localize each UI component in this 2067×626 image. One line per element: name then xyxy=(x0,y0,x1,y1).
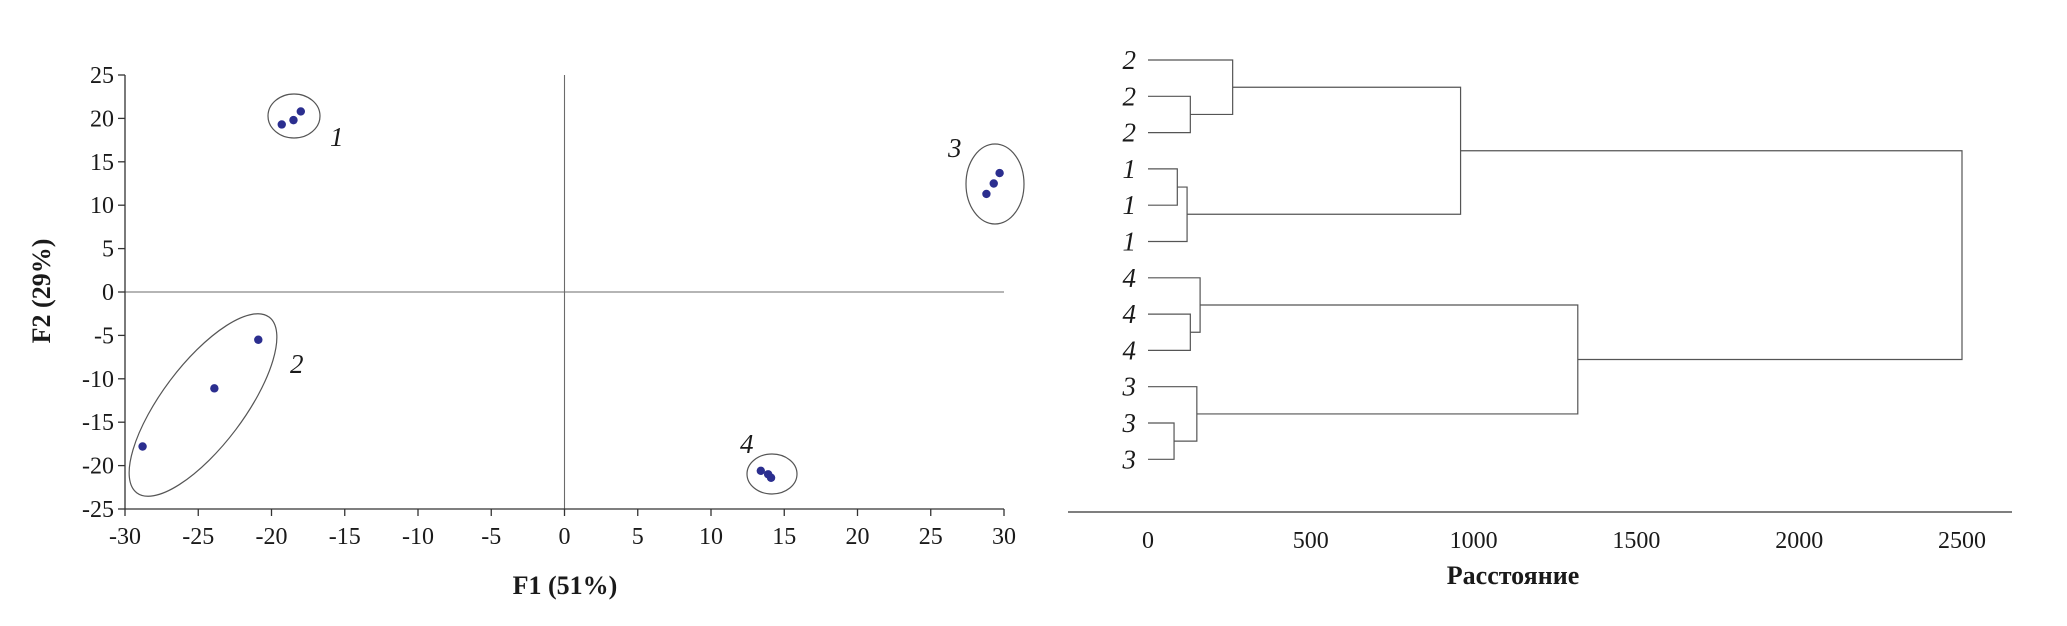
data-point xyxy=(210,384,219,393)
data-point xyxy=(289,115,298,125)
x-tick-label: -15 xyxy=(329,524,361,550)
y-tick-label: 20 xyxy=(90,106,114,132)
dendrogram-link xyxy=(1148,422,1175,460)
y-axis-title: F2 (29%) xyxy=(27,239,56,344)
leaf-label: 4 xyxy=(1123,335,1137,365)
leaf-label: 4 xyxy=(1123,299,1137,329)
distance-axis-title: Расстояние xyxy=(1447,561,1579,590)
distance-tick-label: 500 xyxy=(1293,528,1329,554)
data-point xyxy=(989,179,998,188)
x-tick-label: -30 xyxy=(109,524,141,550)
x-tick-label: 5 xyxy=(632,524,644,550)
cluster-ellipses xyxy=(128,93,1025,497)
cluster-label-4: 4 xyxy=(740,429,754,459)
distance-tick-label: 0 xyxy=(1142,528,1154,554)
distance-tick-labels: 0 500 1000 1500 2000 2500 xyxy=(1142,528,1986,554)
data-point xyxy=(756,466,766,476)
data-point xyxy=(138,442,147,451)
leaf-label: 1 xyxy=(1123,227,1137,257)
cluster-label-3: 3 xyxy=(947,133,962,163)
x-tick-label: -5 xyxy=(481,524,501,550)
distance-tick-label: 1000 xyxy=(1450,528,1498,554)
x-tick-label: 25 xyxy=(919,524,943,550)
x-tick-label: 30 xyxy=(992,524,1016,550)
dendrogram-link xyxy=(1196,304,1579,415)
leaf-label: 3 xyxy=(1122,372,1137,402)
y-tick-label: 25 xyxy=(90,63,114,89)
data-point xyxy=(296,107,305,116)
dendrogram-panel: 2 2 2 1 1 1 4 4 4 3 3 3 0 500 1000 1500 2000 2500 Рассто… xyxy=(1068,45,2012,590)
leaf-label: 2 xyxy=(1123,45,1137,75)
data-point xyxy=(995,168,1004,178)
y-tick-label: -10 xyxy=(82,367,114,393)
leaf-label: 3 xyxy=(1122,408,1137,438)
cluster-ellipse-3 xyxy=(965,143,1025,225)
y-tick-label: 0 xyxy=(102,280,114,306)
dendrogram-link xyxy=(1148,186,1188,243)
dendrogram-link xyxy=(1187,86,1462,215)
y-tick-labels: 25 20 15 10 5 0 -5 -10 -15 -20 -25 xyxy=(82,63,114,523)
x-tick-label: -10 xyxy=(402,524,434,550)
y-tick-label: -20 xyxy=(82,454,114,480)
dendrogram-link xyxy=(1148,386,1198,442)
y-tick-label: -15 xyxy=(82,410,114,436)
leaf-label: 1 xyxy=(1123,154,1137,184)
data-point xyxy=(254,335,263,344)
x-tick-label: 20 xyxy=(846,524,870,550)
leaf-label: 3 xyxy=(1122,444,1137,474)
leaf-label: 1 xyxy=(1123,190,1137,220)
x-tick-labels: -30 -25 -20 -15 -10 -5 0 5 10 15 20 25 30 xyxy=(109,524,1016,550)
x-tick-label: 10 xyxy=(699,524,723,550)
distance-tick-label: 2000 xyxy=(1775,528,1823,554)
dendrogram-link xyxy=(1148,313,1191,351)
distance-tick-label: 2500 xyxy=(1938,528,1986,554)
dendrogram-links xyxy=(1148,59,1963,460)
y-tick-label: 10 xyxy=(90,193,114,219)
x-tick-label: -25 xyxy=(182,524,214,550)
cluster-labels: 1 2 3 4 xyxy=(290,122,962,459)
leaf-labels: 2 2 2 1 1 1 4 4 4 3 3 3 xyxy=(1122,45,1137,474)
scatter-panel: -30 -25 -20 -15 -10 -5 0 5 10 15 20 25 30 2520151050… xyxy=(27,63,1025,600)
x-tick-label: 0 xyxy=(559,524,571,550)
y-tick-label: 15 xyxy=(90,150,114,176)
cluster-label-1: 1 xyxy=(330,122,344,152)
y-tick-label: 5 xyxy=(102,237,114,263)
zero-lines xyxy=(125,75,1004,509)
cluster-label-2: 2 xyxy=(290,349,304,379)
leaf-label: 2 xyxy=(1123,118,1137,148)
cluster-ellipse-2 xyxy=(128,313,278,497)
cluster-ellipse-1 xyxy=(267,93,321,139)
cluster-ellipse-4 xyxy=(746,453,798,495)
distance-tick-label: 1500 xyxy=(1612,528,1660,554)
y-tick-label: -25 xyxy=(82,497,114,523)
dendrogram-link xyxy=(1148,95,1191,134)
x-tick-label: 15 xyxy=(772,524,796,550)
data-point xyxy=(277,120,286,129)
data-point xyxy=(982,189,991,199)
x-axis-title: F1 (51%) xyxy=(513,571,618,600)
x-tick-label: -20 xyxy=(256,524,288,550)
y-tick-label: -5 xyxy=(94,323,114,349)
dendrogram-link xyxy=(1148,168,1178,206)
dendrogram-link xyxy=(1460,150,1963,361)
leaf-label: 2 xyxy=(1123,81,1137,111)
scatter-points xyxy=(138,107,1004,482)
data-point xyxy=(766,473,776,482)
scatter-axes xyxy=(118,74,1005,516)
leaf-label: 4 xyxy=(1123,263,1137,293)
dendrogram-link xyxy=(1148,277,1201,333)
